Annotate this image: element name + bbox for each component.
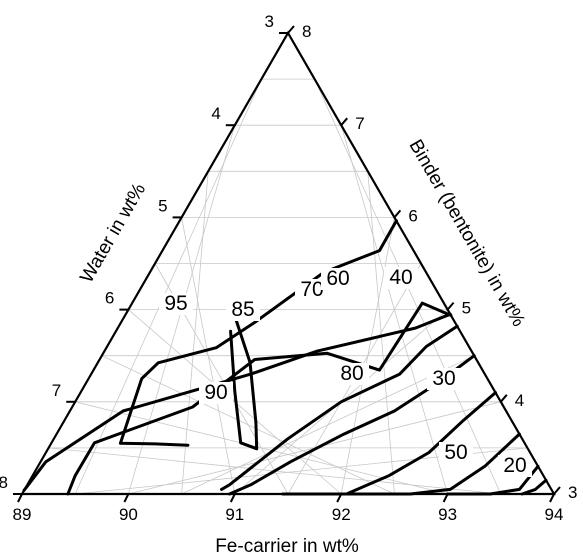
contour-label-20: 20	[503, 454, 526, 477]
contour-label-bg	[498, 455, 532, 477]
bottom-tick-label: 92	[332, 505, 351, 524]
contour-label-80: 80	[340, 362, 363, 385]
bottom-tick	[229, 493, 236, 503]
grid-line	[101, 355, 395, 495]
bottom-tick	[17, 493, 23, 503]
right-tick	[340, 117, 348, 126]
contour-label-60: 60	[326, 267, 349, 290]
bottom-tick	[123, 493, 130, 503]
right-tick	[446, 301, 455, 311]
contour-label-bg	[384, 267, 418, 289]
left-axis-title: Water in wt%	[76, 180, 150, 287]
triangle-border	[20, 30, 556, 496]
triangle-frame	[20, 30, 556, 496]
contour-label-bg	[199, 382, 233, 404]
contour-label-bg	[226, 299, 260, 321]
bottom-tick-label: 91	[225, 505, 244, 524]
right-tick-label: 8	[302, 22, 311, 41]
bottom-tick-label: 94	[545, 505, 564, 524]
left-tick-label: 3	[265, 12, 274, 31]
right-tick-label: 4	[515, 391, 524, 410]
right-tick-label: 5	[462, 299, 471, 318]
contour-label-bg	[439, 442, 473, 464]
right-tick	[500, 394, 508, 403]
left-tick-label: 7	[52, 381, 61, 400]
grid-line	[340, 217, 395, 495]
bottom-axis-title: Fe-carrier in wt%	[215, 536, 359, 557]
contour-label-bg	[295, 279, 329, 301]
right-tick	[287, 25, 295, 34]
bottom-tick-label: 89	[13, 505, 32, 524]
left-tick-label: 4	[211, 104, 220, 123]
contour-label-95: 95	[164, 292, 187, 315]
contour-label-bg	[159, 293, 193, 315]
bottom-tick	[336, 493, 343, 503]
bottom-tick	[549, 493, 555, 503]
contour-label-50: 50	[444, 441, 467, 464]
contour-label-30: 30	[432, 367, 455, 390]
contour-label-40: 40	[389, 266, 412, 289]
contour-label-bg	[321, 268, 355, 290]
contour-line-70	[220, 324, 459, 491]
left-tick-label: 6	[105, 289, 114, 308]
contour-line-85	[66, 301, 453, 496]
right-tick-label: 6	[408, 206, 417, 225]
contour-lines: 95 90 85 80 70 60 50 40 30 20	[22, 219, 548, 496]
bottom-tick-label: 90	[119, 505, 138, 524]
bottom-tick-label: 93	[438, 505, 457, 524]
contour-label-90: 90	[204, 381, 227, 404]
contour-line-20	[520, 478, 548, 496]
contour-label-70: 70	[300, 278, 323, 301]
left-tick-label: 8	[0, 473, 8, 492]
bottom-tick	[442, 493, 449, 503]
contour-label-bg	[335, 363, 369, 385]
right-tick	[393, 209, 402, 219]
grid-line	[367, 171, 395, 495]
right-tick-label: 3	[568, 483, 577, 502]
grid-line	[340, 125, 448, 495]
right-tick	[553, 486, 561, 495]
right-tick-label: 7	[355, 114, 364, 133]
axis-ticks	[13, 25, 561, 503]
contour-line-90	[118, 219, 398, 447]
contour-label-85: 85	[231, 298, 254, 321]
contour-label-bg	[427, 368, 461, 390]
left-tick-label: 5	[158, 196, 167, 215]
